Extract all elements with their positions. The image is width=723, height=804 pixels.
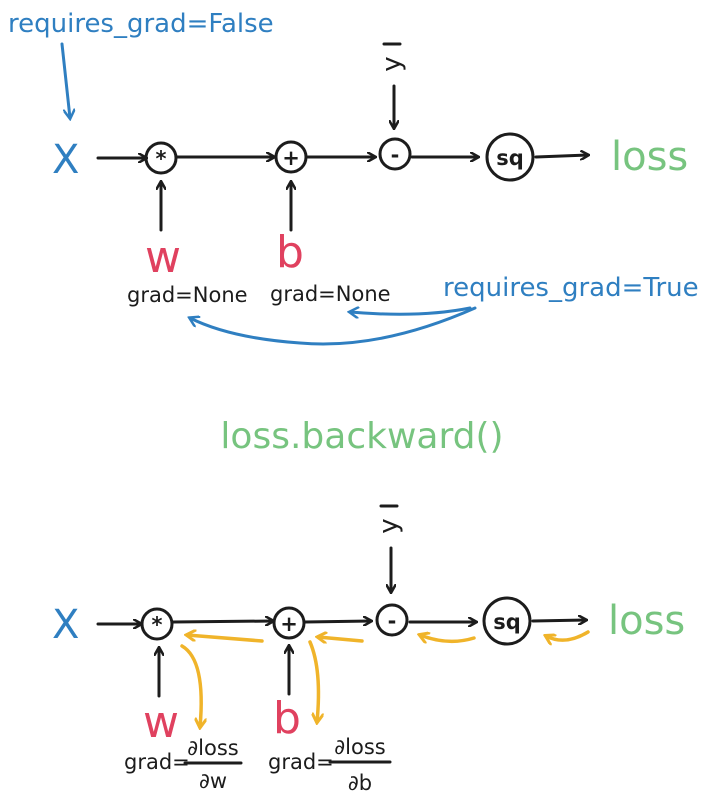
edge-sq-to-loss-bottom [531, 620, 586, 621]
x-requires-grad-false-label: requires_grad=False [8, 9, 274, 39]
annotation-arrow-to-b [350, 308, 472, 314]
mul-op-symbol-bottom: * [152, 613, 163, 637]
backward-call-label: loss.backward() [220, 416, 503, 457]
sq-op-node [485, 132, 535, 182]
w-grad-none-label: grad=None [127, 283, 248, 307]
backward-graph: X * + - sq loss y w b grad= ∂loss [52, 504, 685, 795]
forward-graph: requires_grad=False X * + - sq loss y w … [8, 9, 699, 346]
sub-op-symbol-bottom: - [388, 609, 397, 633]
y-target-node: y [377, 56, 407, 71]
x-input-node-bottom: X [52, 602, 79, 648]
b-param-node: b [276, 227, 304, 278]
b-grad-formula: grad= ∂loss ∂b [268, 735, 392, 795]
mul-op-node-bottom [140, 607, 174, 641]
sub-op-node [378, 137, 412, 171]
sub-op-symbol: - [391, 143, 400, 167]
x-annotation-arrow [60, 42, 70, 118]
x-input-node: X [52, 137, 79, 183]
w-grad-formula: grad= ∂loss ∂w [124, 736, 243, 793]
grad-flow-add-to-b [308, 640, 318, 722]
annotation-arrow-to-w [190, 306, 477, 346]
grad-flow-sq-to-sub [420, 635, 476, 641]
w-grad-denominator: ∂w [199, 769, 227, 793]
b-grad-prefix: grad= [268, 750, 334, 774]
loss-output-node-bottom: loss [608, 598, 685, 644]
grad-flow-mul-to-w [180, 644, 201, 727]
y-target-node-bottom: y [374, 518, 404, 533]
w-grad-prefix: grad= [124, 750, 190, 774]
sq-op-symbol-bottom: sq [493, 610, 521, 634]
edge-mul-to-add-bottom [171, 621, 273, 622]
w-grad-numerator: ∂loss [187, 736, 238, 760]
sq-op-symbol: sq [496, 146, 524, 170]
b-grad-denominator: ∂b [348, 771, 372, 795]
sq-op-node-bottom [482, 596, 532, 646]
grad-flow-sub-to-add [318, 637, 364, 641]
loss-output-node: loss [611, 134, 688, 180]
grad-flow-add-to-mul [187, 635, 264, 643]
add-op-symbol: + [282, 146, 300, 170]
b-grad-numerator: ∂loss [334, 735, 385, 759]
edge-sq-to-loss [534, 155, 588, 157]
w-param-node-bottom: w [143, 697, 179, 748]
w-param-node: w [145, 232, 181, 283]
b-grad-none-label: grad=None [270, 282, 391, 306]
add-op-symbol-bottom: + [280, 612, 298, 636]
mul-op-symbol: * [156, 147, 167, 171]
grad-flow-loss-to-sq [546, 630, 590, 640]
b-param-node-bottom: b [273, 693, 301, 744]
sub-op-node-bottom [375, 603, 409, 637]
edge-add-to-sub-bottom [303, 621, 371, 622]
params-requires-grad-true-label: requires_grad=True [443, 273, 699, 303]
